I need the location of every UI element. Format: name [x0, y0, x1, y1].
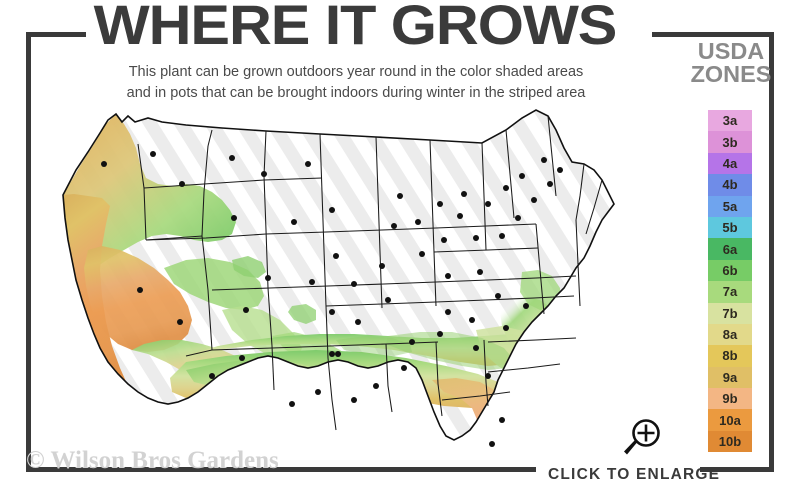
zone-swatch-4a: 4a: [708, 152, 752, 175]
usda-hardiness-zone-map[interactable]: [36, 100, 666, 460]
magnifier-svg: [624, 419, 660, 455]
zone-swatch-9b: 9b: [708, 388, 752, 410]
page-title: WHERE IT GROWS: [93, 0, 618, 56]
zone-swatch-10b: 10b: [708, 430, 752, 453]
usda-heading-line-2: ZONES: [690, 61, 772, 87]
zone-swatch-5b: 5b: [708, 216, 752, 239]
zone-swatch-8a: 8a: [708, 323, 752, 346]
zone-swatch-8b: 8b: [708, 345, 752, 367]
zone-swatch-4b: 4b: [708, 174, 752, 196]
zone-swatch-6b: 6b: [708, 259, 752, 282]
subtitle-line-1: This plant can be grown outdoors year ro…: [128, 64, 584, 80]
map-national-outline: [62, 109, 615, 441]
subtitle-line-2: and in pots that can be brought indoors …: [126, 84, 586, 101]
usda-zone-legend-list: 3a 3b 4a 4b 5a 5b 6a 6b 7a 7b 8a 8b 9a 9b 10a 10b: [708, 110, 752, 453]
page-subtitle: This plant can be grown outdoors year ro…: [46, 62, 666, 103]
click-to-enlarge-label[interactable]: CLICK TO ENLARGE: [548, 466, 721, 483]
zone-swatch-9a: 9a: [708, 366, 752, 389]
map-svg: [62, 109, 615, 447]
map-state-borders: [137, 115, 603, 431]
usda-zones-heading: USDA ZONES: [675, 40, 787, 86]
frame-bottom-left-segment: [26, 467, 536, 472]
map-city-dots: [101, 151, 563, 447]
zone-swatch-5a: 5a: [708, 195, 752, 217]
zone-swatch-10a: 10a: [708, 409, 752, 431]
frame-right-segment: [769, 32, 774, 472]
usda-heading-line-1: USDA: [697, 38, 765, 64]
zone-swatch-7b: 7b: [708, 302, 752, 324]
frame-bottom-right-segment: [700, 467, 774, 472]
frame-top-right-segment: [652, 32, 774, 37]
frame-top-left-segment: [26, 32, 86, 37]
frame-left-segment: [26, 32, 31, 472]
zone-swatch-3b: 3b: [708, 131, 752, 153]
watermark-wilson-bros-gardens: © Wilson Bros Gardens: [26, 447, 279, 474]
zone-swatch-7a: 7a: [708, 281, 752, 303]
zone-swatch-3a: 3a: [708, 110, 752, 132]
zone-swatch-6a: 6a: [708, 238, 752, 260]
magnifier-plus-icon[interactable]: [620, 418, 664, 460]
